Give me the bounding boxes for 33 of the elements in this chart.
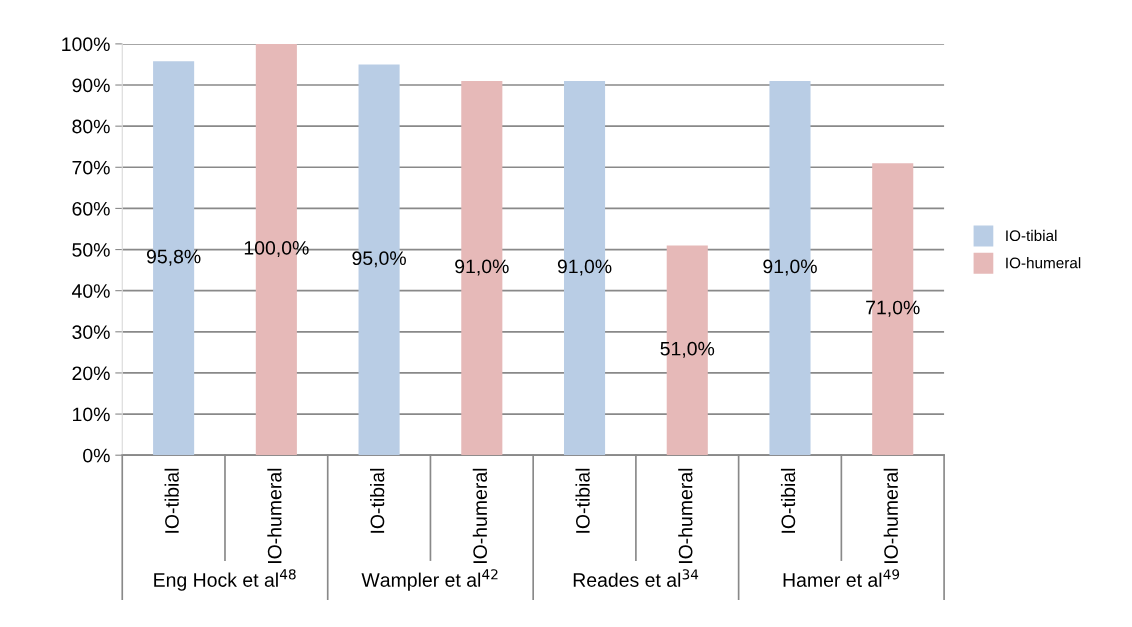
y-tick-label: 60% — [72, 201, 110, 216]
data-label: 91,0% — [557, 259, 612, 276]
data-label: 71,0% — [866, 300, 920, 317]
text: Eng Hock et al$^{48}$ — [154, 569, 296, 591]
y-tick-label: 100% — [62, 37, 110, 52]
data-label: 95,8% — [146, 249, 201, 266]
y-tick-label: 40% — [71, 284, 110, 298]
y-tick-label: 30% — [72, 325, 110, 340]
text: Reades et al$^{34}$ — [573, 569, 699, 587]
x-tick-label: IO-tibial — [164, 468, 179, 533]
x-tick-label: IO-tibial — [780, 468, 796, 533]
y-tick-label: 90% — [72, 78, 110, 93]
data-label: 95,0% — [352, 251, 406, 268]
x-tick-label: IO-humeral — [678, 468, 693, 563]
y-tick-label: 20% — [72, 366, 110, 381]
x-tick-label: IO-humeral — [883, 468, 898, 563]
data-label: 91,0% — [455, 259, 509, 276]
data-label: 100,0% — [244, 241, 309, 258]
x-tick-label: IO-tibial — [370, 468, 385, 533]
legend-label: IO-humeral — [1006, 257, 1081, 269]
text: Hamer et al$^{49}$ — [783, 569, 900, 587]
y-tick-label: 80% — [72, 119, 110, 134]
data-label: 51,0% — [660, 341, 715, 358]
y-tick-label: 70% — [72, 160, 110, 175]
y-tick-label: 10% — [73, 407, 110, 422]
y-tick-label: 50% — [72, 243, 110, 257]
data-label: 91,0% — [763, 259, 817, 276]
text: Wampler et al$^{42}$ — [361, 569, 498, 591]
x-tick-label: IO-humeral — [267, 468, 282, 563]
legend-label: IO-tibial — [1006, 229, 1057, 242]
x-tick-label: IO-tibial — [575, 468, 590, 533]
y-tick-label: 0% — [83, 448, 110, 463]
x-tick-label: IO-humeral — [472, 468, 488, 563]
